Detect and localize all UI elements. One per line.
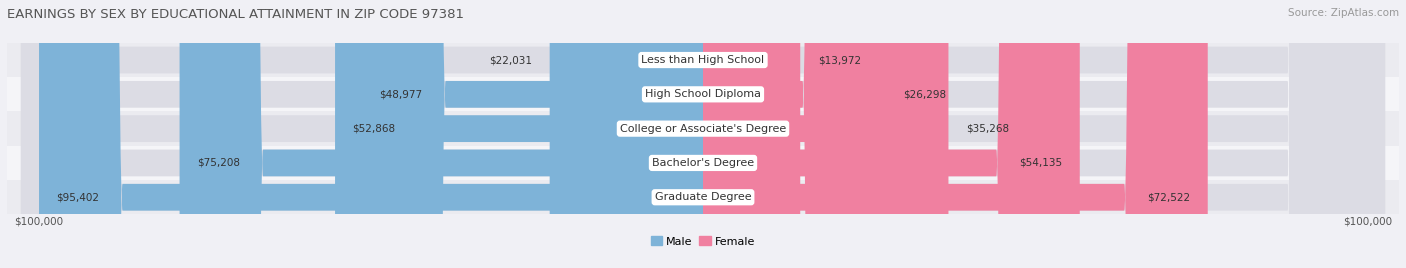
FancyBboxPatch shape <box>703 0 1208 268</box>
Text: $95,402: $95,402 <box>56 192 100 202</box>
FancyBboxPatch shape <box>21 0 1385 268</box>
FancyBboxPatch shape <box>7 43 1399 77</box>
Text: $52,868: $52,868 <box>353 124 395 134</box>
FancyBboxPatch shape <box>7 111 1399 146</box>
Text: EARNINGS BY SEX BY EDUCATIONAL ATTAINMENT IN ZIP CODE 97381: EARNINGS BY SEX BY EDUCATIONAL ATTAINMEN… <box>7 8 464 21</box>
FancyBboxPatch shape <box>363 0 703 268</box>
FancyBboxPatch shape <box>335 0 703 268</box>
FancyBboxPatch shape <box>703 0 949 268</box>
Text: $26,298: $26,298 <box>904 89 946 99</box>
FancyBboxPatch shape <box>7 180 1399 214</box>
FancyBboxPatch shape <box>21 0 1385 268</box>
Text: $54,135: $54,135 <box>1019 158 1063 168</box>
Text: $75,208: $75,208 <box>197 158 240 168</box>
Text: $100,000: $100,000 <box>1343 217 1392 226</box>
FancyBboxPatch shape <box>703 0 800 268</box>
Text: $35,268: $35,268 <box>966 124 1010 134</box>
Text: Less than High School: Less than High School <box>641 55 765 65</box>
Text: Bachelor's Degree: Bachelor's Degree <box>652 158 754 168</box>
FancyBboxPatch shape <box>7 77 1399 111</box>
Text: High School Diploma: High School Diploma <box>645 89 761 99</box>
FancyBboxPatch shape <box>39 0 703 268</box>
Text: Source: ZipAtlas.com: Source: ZipAtlas.com <box>1288 8 1399 18</box>
FancyBboxPatch shape <box>21 0 1385 268</box>
FancyBboxPatch shape <box>703 0 886 268</box>
Text: College or Associate's Degree: College or Associate's Degree <box>620 124 786 134</box>
FancyBboxPatch shape <box>21 0 1385 268</box>
Text: $13,972: $13,972 <box>818 55 860 65</box>
Text: $48,977: $48,977 <box>380 89 423 99</box>
Text: $22,031: $22,031 <box>489 55 533 65</box>
FancyBboxPatch shape <box>703 0 1080 268</box>
FancyBboxPatch shape <box>21 0 1385 268</box>
Text: $100,000: $100,000 <box>14 217 63 226</box>
Text: Graduate Degree: Graduate Degree <box>655 192 751 202</box>
FancyBboxPatch shape <box>180 0 703 268</box>
Legend: Male, Female: Male, Female <box>651 236 755 247</box>
FancyBboxPatch shape <box>550 0 703 268</box>
FancyBboxPatch shape <box>7 146 1399 180</box>
Text: $72,522: $72,522 <box>1147 192 1191 202</box>
